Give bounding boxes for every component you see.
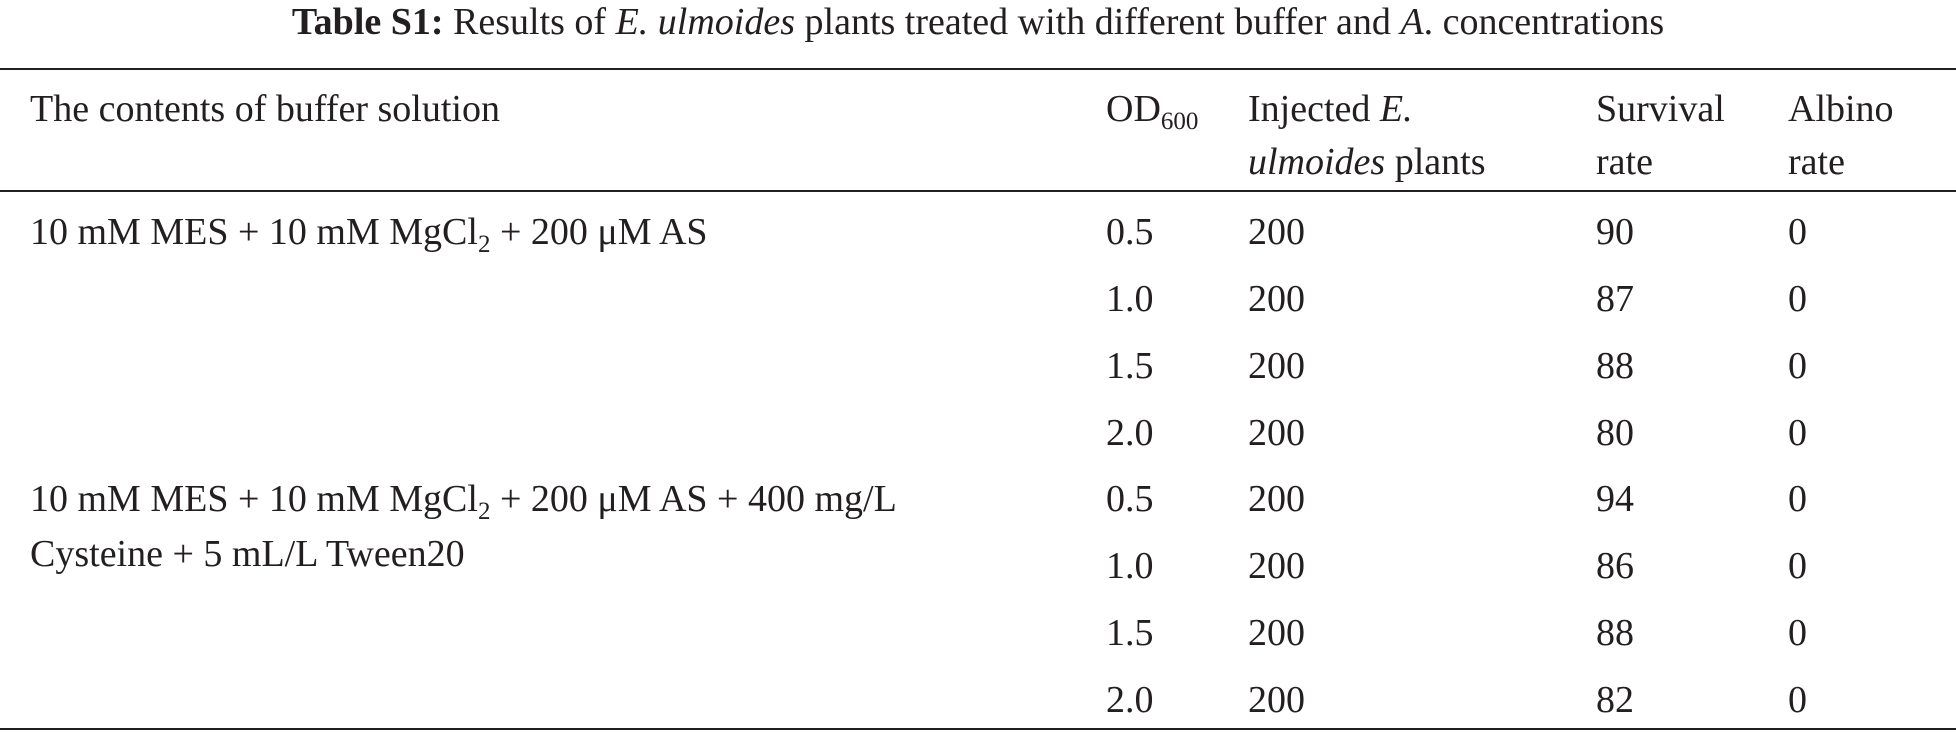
table-cell-od: 0.5 xyxy=(1106,478,1154,520)
table-cell-od: 1.5 xyxy=(1106,612,1154,654)
header-injected-line1-text: Injected xyxy=(1248,88,1380,130)
group2-buffer-post: + 200 μM AS + 400 mg/L xyxy=(490,478,897,520)
table-cell-survival: 94 xyxy=(1596,478,1634,520)
table-cell-od: 0.5 xyxy=(1106,211,1154,253)
table-cell-injected: 200 xyxy=(1248,612,1305,654)
group1-buffer-pre: 10 mM MES + 10 mM MgCl xyxy=(30,211,478,253)
header-buffer: The contents of buffer solution xyxy=(30,88,500,130)
table-cell-od: 2.0 xyxy=(1106,679,1154,721)
group2-buffer-pre: 10 mM MES + 10 mM MgCl xyxy=(30,478,478,520)
group1-buffer-line1: 10 mM MES + 10 mM MgCl2 + 200 μM AS xyxy=(30,207,708,257)
table-cell-od: 1.5 xyxy=(1106,345,1154,387)
table-caption: Table S1: Results of E. ulmoides plants … xyxy=(0,0,1956,44)
header-albino-line1: Albino xyxy=(1788,88,1894,130)
header-survival-line2: rate xyxy=(1596,141,1653,183)
header-injected-line1-italic: E. xyxy=(1379,88,1413,130)
group1-buffer-sub: 2 xyxy=(477,231,491,258)
table-cell-injected: 200 xyxy=(1248,278,1305,320)
header-albino-line2: rate xyxy=(1788,141,1845,183)
header-injected-line2-text: plants xyxy=(1385,141,1486,183)
caption-species: E. ulmoides xyxy=(615,1,796,43)
group1-buffer-post: + 200 μM AS xyxy=(490,211,708,253)
header-survival-line1: Survival xyxy=(1596,88,1725,130)
table-cell-albino: 0 xyxy=(1788,679,1807,721)
caption-text-before: Results of xyxy=(443,1,616,43)
table-cell-albino: 0 xyxy=(1788,545,1807,587)
header-injected-line2: ulmoides plants xyxy=(1248,137,1486,187)
table-top-rule xyxy=(0,68,1956,70)
table-cell-survival: 87 xyxy=(1596,278,1634,320)
table-cell-albino: 0 xyxy=(1788,211,1807,253)
table-cell-injected: 200 xyxy=(1248,345,1305,387)
table-cell-albino: 0 xyxy=(1788,345,1807,387)
table-cell-injected: 200 xyxy=(1248,211,1305,253)
caption-text-after: . concentrations xyxy=(1423,1,1665,43)
header-od: OD600 xyxy=(1106,84,1198,134)
caption-text-middle: plants treated with different buffer and xyxy=(795,1,1401,43)
group2-buffer-sub: 2 xyxy=(477,498,491,525)
table-cell-injected: 200 xyxy=(1248,545,1305,587)
table-cell-survival: 82 xyxy=(1596,679,1634,721)
table-cell-od: 1.0 xyxy=(1106,278,1154,320)
table-bottom-rule xyxy=(0,728,1956,730)
header-od-sub: 600 xyxy=(1160,108,1199,135)
group2-buffer-line2: Cysteine + 5 mL/L Tween20 xyxy=(30,533,465,575)
table-cell-injected: 200 xyxy=(1248,412,1305,454)
header-od-main: OD xyxy=(1106,88,1161,130)
table-cell-albino: 0 xyxy=(1788,278,1807,320)
table-cell-od: 1.0 xyxy=(1106,545,1154,587)
header-injected-line2-italic: ulmoides xyxy=(1248,141,1386,183)
table-cell-survival: 88 xyxy=(1596,345,1634,387)
table-cell-injected: 200 xyxy=(1248,679,1305,721)
table-cell-survival: 90 xyxy=(1596,211,1634,253)
header-injected-line1: Injected E. xyxy=(1248,84,1413,134)
table-header-rule xyxy=(0,190,1956,192)
table-cell-survival: 86 xyxy=(1596,545,1634,587)
caption-label: Table S1: xyxy=(291,1,444,43)
table-cell-albino: 0 xyxy=(1788,412,1807,454)
table-cell-albino: 0 xyxy=(1788,478,1807,520)
table-cell-survival: 88 xyxy=(1596,612,1634,654)
table-cell-od: 2.0 xyxy=(1106,412,1154,454)
caption-genus: A xyxy=(1400,1,1424,43)
table-cell-injected: 200 xyxy=(1248,478,1305,520)
table-cell-albino: 0 xyxy=(1788,612,1807,654)
group2-buffer-line1: 10 mM MES + 10 mM MgCl2 + 200 μM AS + 40… xyxy=(30,474,897,524)
table-cell-survival: 80 xyxy=(1596,412,1634,454)
